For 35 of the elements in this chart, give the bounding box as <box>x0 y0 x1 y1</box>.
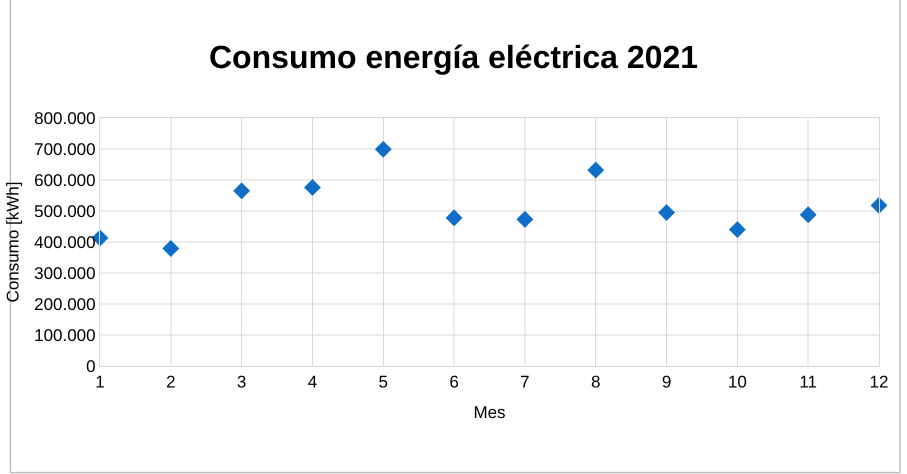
chart-title: Consumo energía eléctrica 2021 <box>208 39 698 76</box>
x-axis-title: Mes <box>473 402 506 422</box>
point <box>870 196 888 214</box>
point <box>446 209 463 226</box>
point <box>800 206 817 224</box>
y-tick-label: 800.000 <box>34 108 96 128</box>
x-tick-label: 4 <box>308 372 318 392</box>
point <box>728 221 746 238</box>
x-tick-label: 11 <box>799 372 818 392</box>
x-tick-label: 9 <box>662 372 672 392</box>
point <box>516 210 534 228</box>
x-tick-label: 5 <box>378 372 388 392</box>
y-tick-label: 700.000 <box>34 140 96 159</box>
x-tick-label: 8 <box>590 372 600 392</box>
point <box>233 182 250 200</box>
y-tick-label: 300.000 <box>34 264 96 283</box>
y-axis-title: Consumo [kWh] <box>4 182 23 302</box>
point <box>587 162 604 179</box>
point <box>658 204 675 221</box>
x-tick-label: 12 <box>870 372 888 392</box>
y-tick-label: 500.000 <box>34 202 96 221</box>
y-tick-label: 600.000 <box>34 170 96 190</box>
y-tick-label: 100.000 <box>34 326 96 345</box>
x-tick-label: 1 <box>95 372 105 392</box>
point <box>162 240 180 257</box>
x-tick-label: 10 <box>728 372 747 392</box>
y-tick-label: 400.000 <box>34 232 96 252</box>
y-tick-label: 0 <box>86 356 96 376</box>
x-tick-label: 2 <box>166 372 176 392</box>
x-tick-label: 3 <box>236 372 246 392</box>
point <box>374 140 392 158</box>
point <box>304 178 321 196</box>
y-tick-label: 200.000 <box>34 294 96 314</box>
x-tick-label: 6 <box>449 372 459 392</box>
x-tick-label: 7 <box>520 372 530 392</box>
